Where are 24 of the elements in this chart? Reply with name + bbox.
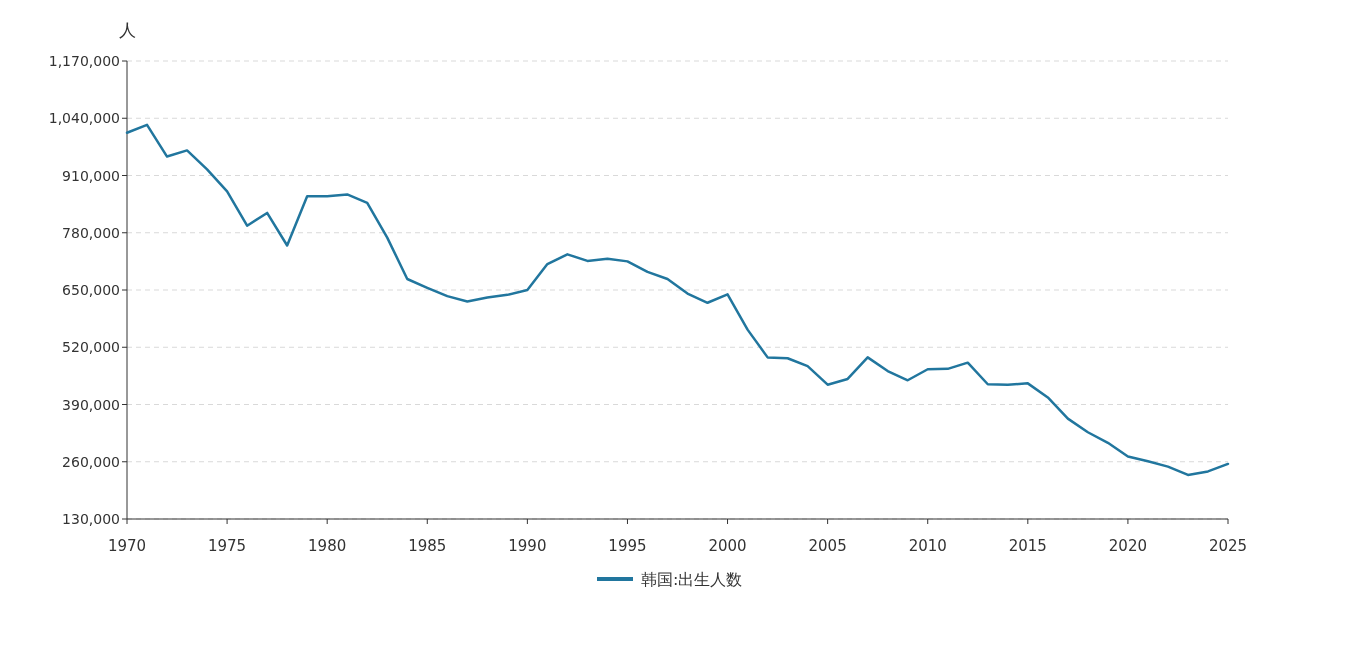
- legend-label: 韩国:出生人数: [641, 570, 743, 589]
- x-tick-label: 1990: [508, 537, 547, 555]
- y-tick-label: 910,000: [62, 167, 120, 184]
- y-tick-label: 260,000: [62, 453, 120, 470]
- x-tick-label: 2005: [808, 537, 847, 555]
- y-axis-title: 人: [118, 20, 136, 40]
- x-tick-label: 1995: [608, 537, 647, 555]
- x-tick-label: 1975: [208, 537, 247, 555]
- y-tick-label: 390,000: [62, 396, 120, 413]
- x-tick-label: 2025: [1208, 537, 1248, 555]
- y-tick-label: 520,000: [62, 339, 120, 356]
- x-tick-label: 1980: [308, 537, 347, 555]
- y-tick-label: 1,170,000: [48, 53, 120, 69]
- y-tick-label: 1,040,000: [48, 110, 120, 127]
- x-tick-label: 1970: [107, 537, 147, 555]
- y-tick-label: 780,000: [62, 224, 120, 241]
- y-tick-label: 650,000: [62, 282, 120, 298]
- line-series: [125, 123, 1230, 477]
- x-tick-label: 2015: [1008, 537, 1047, 555]
- x-tick-label: 2010: [908, 537, 947, 555]
- x-tick-label: 1985: [408, 537, 447, 555]
- x-tick-label: 2000: [708, 537, 747, 555]
- y-tick-label: 130,000: [62, 511, 120, 527]
- x-tick-label: 2020: [1108, 537, 1147, 555]
